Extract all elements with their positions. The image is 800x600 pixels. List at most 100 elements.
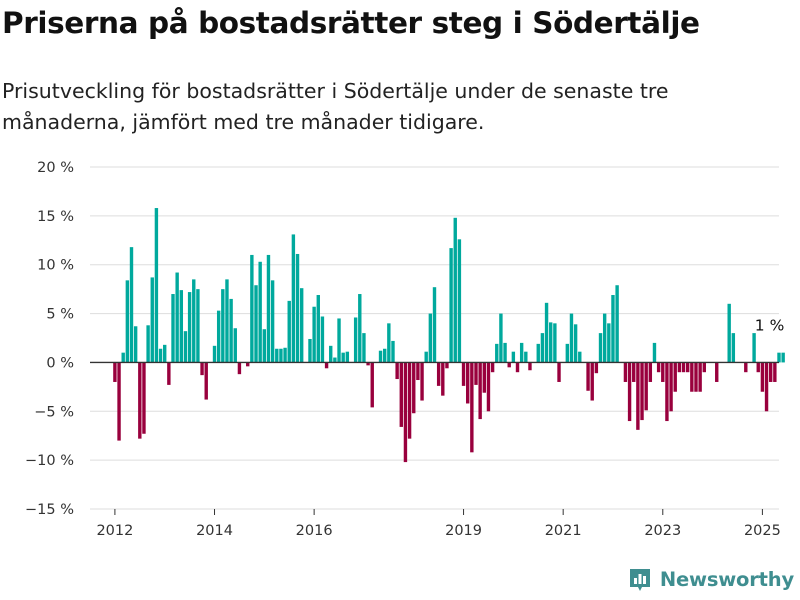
x-tick-label: 2025 bbox=[744, 523, 781, 539]
bar bbox=[407, 362, 412, 439]
bar bbox=[428, 313, 433, 363]
bar bbox=[681, 362, 686, 373]
bar bbox=[474, 362, 478, 385]
latest-value-label: 1 % bbox=[755, 317, 785, 335]
y-tick-label: −10 % bbox=[25, 453, 74, 469]
bar bbox=[694, 362, 698, 392]
bar bbox=[756, 362, 760, 373]
bar bbox=[449, 248, 453, 363]
y-tick-label: −5 % bbox=[34, 404, 74, 420]
bar bbox=[183, 331, 188, 363]
bar bbox=[146, 325, 150, 363]
bar bbox=[544, 302, 549, 363]
bar bbox=[387, 323, 391, 363]
bar bbox=[744, 362, 748, 373]
bar bbox=[142, 362, 146, 434]
bar bbox=[270, 280, 275, 363]
bar bbox=[524, 351, 528, 363]
bar bbox=[607, 323, 611, 363]
bar bbox=[698, 362, 702, 392]
bar bbox=[250, 254, 254, 363]
bar bbox=[656, 362, 661, 373]
bar bbox=[632, 362, 636, 382]
bar bbox=[258, 261, 262, 363]
bar bbox=[233, 328, 237, 363]
y-tick-label: 10 % bbox=[37, 258, 74, 274]
bar bbox=[163, 344, 167, 363]
annotations: 1 % bbox=[755, 317, 785, 335]
bar bbox=[764, 362, 769, 412]
bar bbox=[175, 272, 179, 363]
chart-subtitle: Prisutveckling för bostadsrätter i Söder… bbox=[2, 79, 669, 134]
bar bbox=[192, 279, 196, 363]
bar bbox=[353, 317, 358, 363]
bar bbox=[200, 362, 204, 376]
bar bbox=[196, 289, 200, 363]
bar bbox=[436, 362, 441, 386]
bar bbox=[598, 333, 603, 363]
bar bbox=[158, 348, 163, 363]
bar bbox=[254, 285, 258, 363]
x-tick-label: 2012 bbox=[96, 523, 133, 539]
bar bbox=[457, 239, 462, 363]
bar bbox=[557, 362, 561, 382]
bar bbox=[569, 313, 574, 363]
bar bbox=[246, 362, 250, 367]
bar bbox=[640, 362, 644, 421]
bar bbox=[594, 362, 599, 374]
bar bbox=[362, 333, 366, 363]
bar bbox=[519, 342, 524, 363]
bar bbox=[287, 300, 291, 363]
bar bbox=[760, 362, 765, 392]
bar bbox=[627, 362, 632, 422]
bar bbox=[358, 294, 362, 363]
bar bbox=[395, 362, 399, 380]
bar bbox=[225, 279, 229, 363]
bar bbox=[515, 362, 520, 373]
bar bbox=[150, 277, 154, 363]
bar bbox=[511, 351, 516, 363]
y-tick-label: 15 % bbox=[37, 209, 74, 225]
bar bbox=[478, 362, 482, 420]
bar bbox=[320, 316, 325, 363]
bar bbox=[133, 326, 138, 363]
brand-name: Newsworthy bbox=[659, 567, 794, 591]
bar bbox=[262, 329, 267, 363]
bar bbox=[129, 247, 134, 363]
bar bbox=[611, 295, 615, 363]
y-tick-label: 0 % bbox=[46, 355, 74, 371]
bar bbox=[731, 333, 736, 363]
bar bbox=[503, 342, 507, 363]
bar bbox=[528, 362, 532, 371]
bar bbox=[378, 350, 383, 363]
bar bbox=[275, 348, 279, 363]
bar bbox=[565, 343, 570, 363]
bar bbox=[324, 362, 329, 369]
y-tick-label: 20 % bbox=[37, 160, 74, 176]
bar bbox=[308, 338, 312, 363]
bar bbox=[117, 362, 121, 441]
bar bbox=[781, 352, 785, 363]
bar bbox=[578, 351, 582, 363]
bar bbox=[366, 362, 370, 366]
bar bbox=[673, 362, 677, 392]
bar bbox=[187, 292, 192, 363]
chart-title: Priserna på bostadsrätter steg i Södertä… bbox=[2, 6, 700, 40]
bar bbox=[341, 352, 345, 363]
bar bbox=[291, 234, 296, 363]
bar bbox=[470, 362, 474, 453]
bar bbox=[586, 362, 590, 391]
bar bbox=[329, 345, 333, 363]
bar bbox=[167, 362, 171, 385]
bar bbox=[138, 362, 142, 439]
bar bbox=[316, 295, 320, 363]
bar bbox=[229, 298, 233, 363]
bar bbox=[773, 362, 777, 382]
bar bbox=[441, 362, 445, 396]
bar bbox=[337, 318, 341, 363]
x-tick-label: 2019 bbox=[445, 523, 482, 539]
bar bbox=[445, 362, 449, 369]
bar bbox=[636, 362, 640, 430]
bar bbox=[602, 313, 607, 363]
bar bbox=[495, 343, 499, 363]
